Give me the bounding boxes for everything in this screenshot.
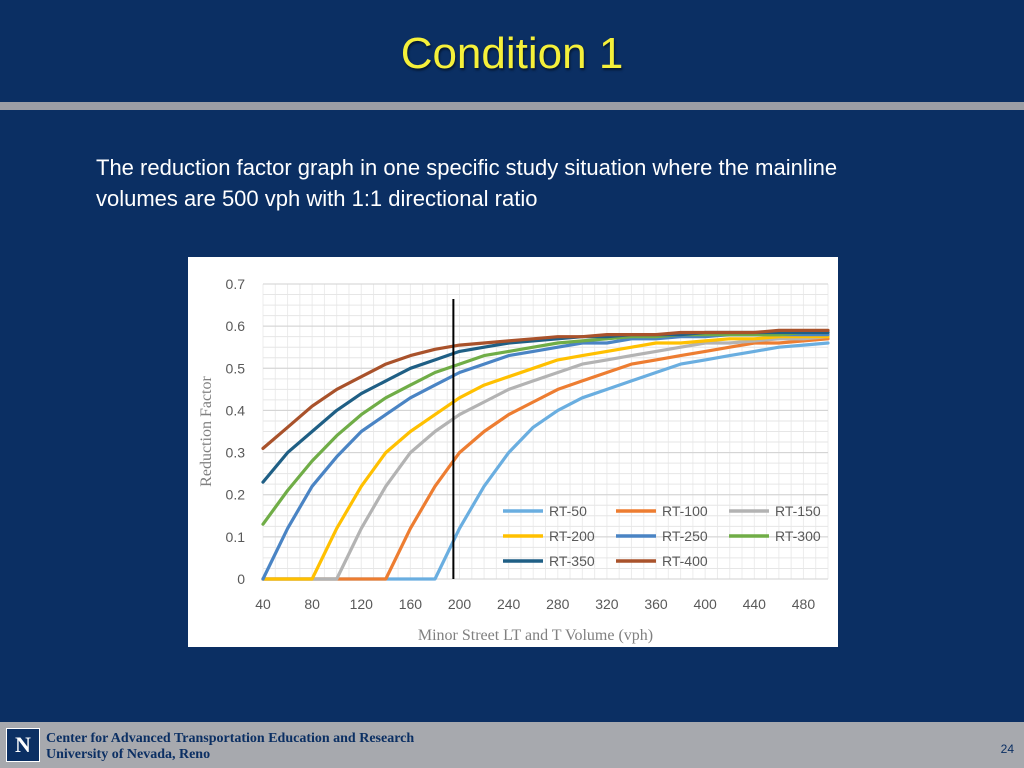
series-line-rt-300: [261, 330, 830, 526]
y-tick-label: 0.1: [226, 529, 246, 545]
chart-panel: 0 0.1 0.2 0.3 0.4 0.5 0.6 0.7 40 80 120 160 200 240 28…: [188, 257, 838, 647]
legend-label: RT-50: [549, 503, 587, 519]
legend-label: RT-300: [775, 528, 821, 544]
legend-label: RT-250: [662, 528, 708, 544]
x-tick-label: 440: [743, 596, 767, 612]
slide-title: Condition 1: [400, 29, 624, 78]
y-tick-label: 0.2: [226, 487, 246, 503]
title-divider: [0, 102, 1024, 110]
x-tick-label: 480: [792, 596, 816, 612]
y-tick-label: 0.4: [226, 402, 246, 418]
footer-bar: N Center for Advanced Transportation Edu…: [0, 722, 1024, 768]
x-tick-label: 320: [595, 596, 619, 612]
series-line-rt-100: [261, 337, 830, 581]
y-axis-title: Reduction Factor: [198, 376, 215, 487]
y-tick-label: 0.3: [226, 445, 246, 461]
legend-label: RT-200: [549, 528, 595, 544]
legend-label: RT-400: [662, 553, 708, 569]
reduction-factor-chart: 0 0.1 0.2 0.3 0.4 0.5 0.6 0.7 40 80 120 160 200 240 28…: [198, 276, 830, 644]
x-tick-label: 200: [448, 596, 472, 612]
x-tick-label: 280: [546, 596, 570, 612]
footer-org-name: Center for Advanced Transportation Educa…: [46, 731, 415, 746]
y-tick-label: 0.7: [226, 276, 246, 292]
legend-label: RT-100: [662, 503, 708, 519]
series-line-rt-400: [261, 328, 830, 450]
slide-subtitle: The reduction factor graph in one specif…: [96, 155, 838, 211]
x-axis-title: Minor Street LT and T Volume (vph): [418, 627, 653, 644]
x-tick-label: 400: [693, 596, 717, 612]
series-line-rt-150: [261, 335, 830, 581]
page-number: 24: [1000, 742, 1014, 756]
university-logo-icon: N: [6, 728, 40, 762]
series-line-rt-200: [261, 335, 830, 581]
y-tick-label: 0: [237, 571, 245, 587]
x-tick-label: 240: [497, 596, 521, 612]
x-tick-label: 80: [304, 596, 320, 612]
y-tick-label: 0.6: [226, 318, 246, 334]
legend-label: RT-350: [549, 553, 595, 569]
x-tick-label: 160: [399, 596, 423, 612]
footer-university-name: University of Nevada, Reno: [46, 747, 211, 762]
x-tick-label: 40: [255, 596, 271, 612]
y-tick-label: 0.5: [226, 360, 246, 376]
legend-label: RT-150: [775, 503, 821, 519]
x-tick-label: 120: [350, 596, 374, 612]
x-tick-label: 360: [644, 596, 668, 612]
